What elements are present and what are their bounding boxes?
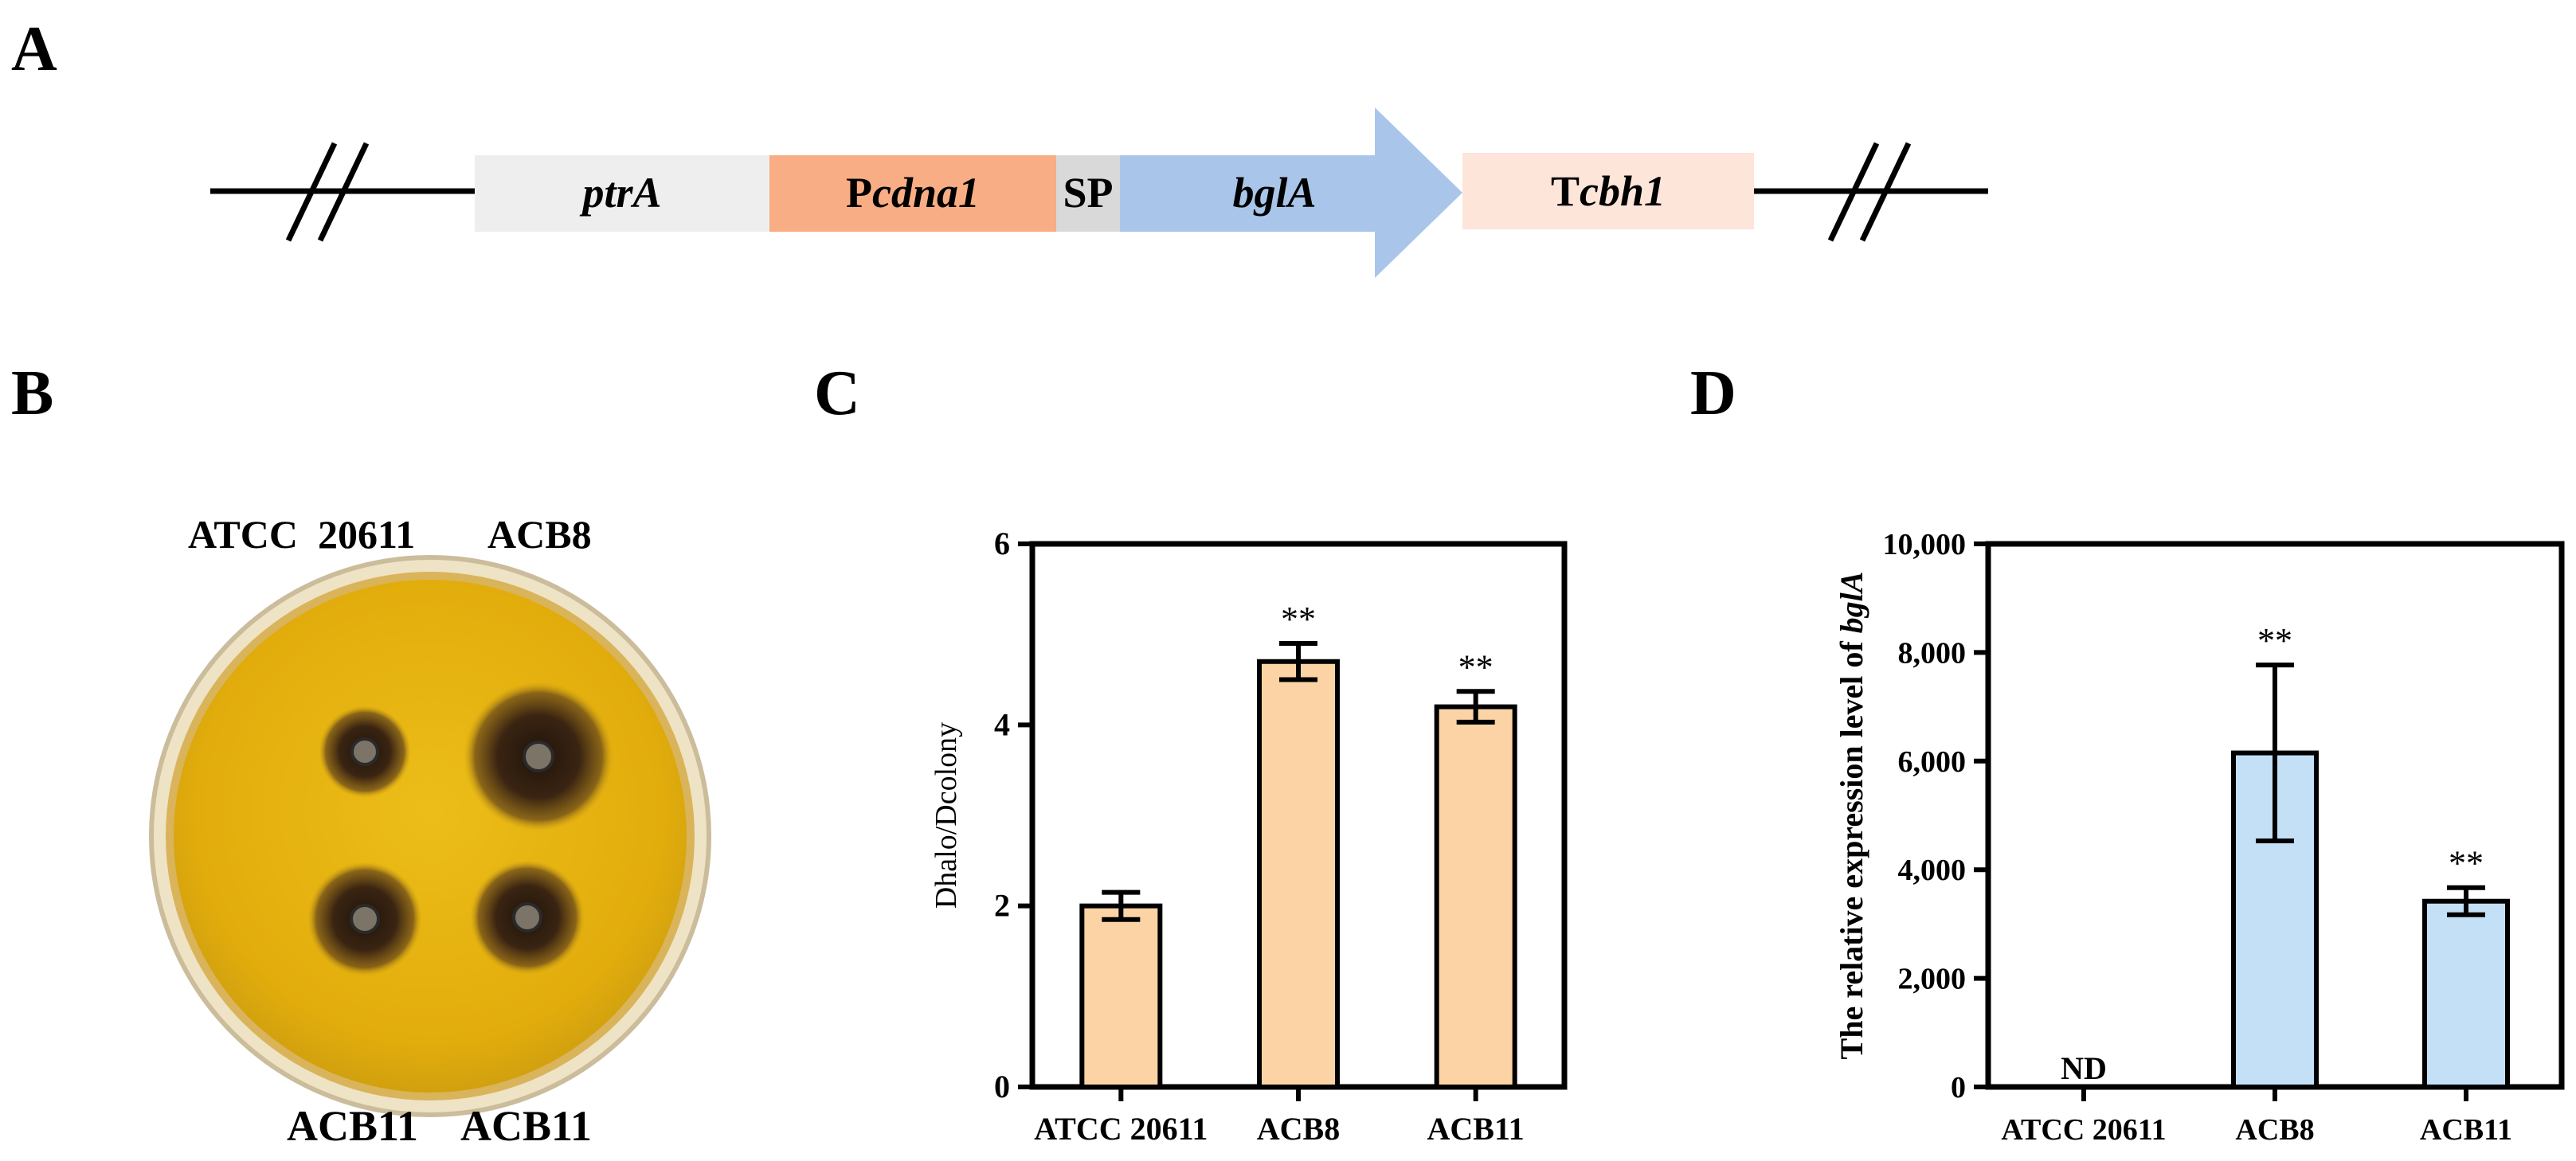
panel-label-a: A [11,14,57,84]
chart-d-nd-label: ND [2061,1050,2107,1086]
chart-c-bar [1079,903,1163,1089]
chart-c-significance: ** [1281,600,1316,639]
plate-label-acb11-right: ACB11 [460,1102,592,1150]
pcdna1-box [769,155,1056,232]
chart-c-xtick-label: ACB8 [1257,1111,1340,1147]
sp-box [1056,155,1120,232]
panel-label-d: D [1690,358,1736,428]
tcbh1-label: Tcbh1 [1551,167,1666,215]
bglA-arrow [1120,108,1462,278]
colony-acb8 [523,741,554,772]
ptrA-box [475,155,769,232]
left-break-mark-2 [317,142,370,242]
bglA-label: bglA [1232,169,1316,217]
chart-d-xtick-label: ACB8 [2235,1113,2314,1147]
chart-c: Dhalo/Dcolony 0 2 4 6 ATCC 20611 ACB8 ** ACB11 *… [930,526,1568,1147]
colony-acb11-right [512,902,542,932]
chart-d-ytick-label: 2,000 [1898,963,1967,996]
left-break-mark-1 [285,142,338,242]
chart-d-significance: ** [2257,621,2292,660]
chart-c-xtick-label: ATCC 20611 [1034,1111,1208,1147]
chart-c-ytick-label: 0 [994,1069,1010,1104]
chart-d-ytick-label: 6,000 [1898,745,1967,779]
chart-c-xtick-label: ACB11 [1427,1111,1525,1147]
chart-d-xtick-label: ATCC 20611 [2001,1113,2166,1147]
chart-d-significance: ** [2449,844,2484,883]
plate-label-acb8: ACB8 [487,512,592,557]
sp-label: SP [1063,169,1113,217]
panel-label-b: B [11,358,53,428]
chart-d-ytick-label: 0 [1951,1071,1966,1104]
right-break-mark-1 [1827,142,1880,242]
construct-diagram: ptrA Pcdna1 SP bglA Tcbh1 [210,108,1988,278]
chart-d-ytick-label: 4,000 [1898,854,1967,887]
tcbh1-box [1462,153,1754,229]
panel-label-c: C [814,358,860,428]
plate-photo: ATCC 20611 ACB8 ACB11 ACB11 [149,512,711,1150]
chart-c-significance: ** [1458,647,1494,686]
chart-d-ytick-label: 8,000 [1898,636,1967,670]
chart-d-ylabel: The relative expression level of bglA [1834,572,1869,1060]
pcdna1-label: Pcdna1 [846,169,980,217]
plate-label-acb11-left: ACB11 [287,1102,418,1150]
ptrA-label: ptrA [579,169,661,217]
right-break-mark-2 [1859,142,1912,242]
agar [174,580,687,1093]
chart-d-bar [2422,898,2510,1089]
chart-d-ytick-label: 10,000 [1883,528,1967,561]
colony-atcc [350,737,379,766]
chart-d-xtick-label: ACB11 [2420,1113,2512,1147]
colony-acb11-left [350,904,380,934]
plate-label-atcc: ATCC 20611 [188,512,415,557]
chart-d: The relative expression level of bglA 0 2… [1834,528,2565,1147]
chart-c-ytick-label: 2 [994,888,1010,924]
chart-c-bar [1434,704,1517,1089]
chart-c-bar [1257,659,1340,1089]
chart-c-ytick-label: 4 [994,706,1010,742]
chart-c-ylabel: Dhalo/Dcolony [930,722,963,909]
chart-c-ytick-label: 6 [994,526,1010,561]
